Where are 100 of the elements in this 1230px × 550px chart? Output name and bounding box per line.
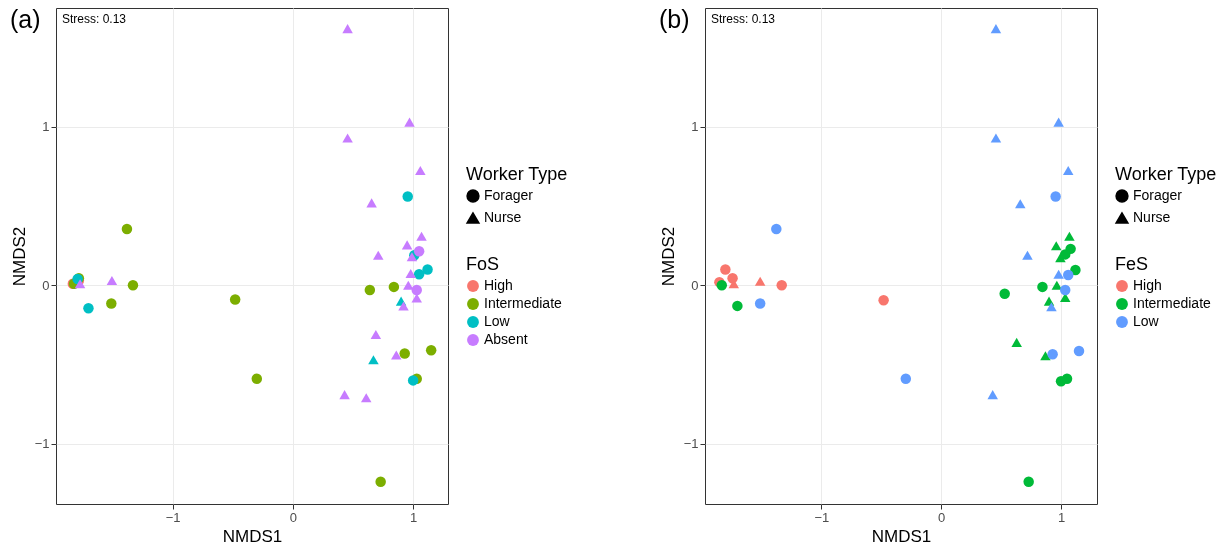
text: Nurse xyxy=(1133,209,1171,225)
point xyxy=(1061,373,1073,385)
point xyxy=(987,390,998,400)
point xyxy=(402,191,413,202)
text: Worker Type xyxy=(466,164,568,184)
x-axis-title: NMDS1 xyxy=(871,526,932,546)
point xyxy=(391,350,402,360)
point xyxy=(1040,351,1051,361)
legend-label: Intermediate xyxy=(1133,295,1212,311)
point xyxy=(754,298,766,309)
point xyxy=(1062,165,1074,175)
legend-label: Low xyxy=(1133,313,1160,329)
y-tick-label: −1 xyxy=(683,436,699,452)
point xyxy=(229,294,241,305)
point xyxy=(1070,264,1081,276)
point xyxy=(413,268,425,280)
point xyxy=(990,133,1002,143)
point xyxy=(1055,253,1066,263)
legend-label: Intermediate xyxy=(484,295,563,311)
point xyxy=(1023,476,1034,488)
point xyxy=(1059,284,1071,296)
point xyxy=(999,288,1010,299)
point xyxy=(1047,349,1058,360)
point xyxy=(878,294,889,306)
point xyxy=(1011,337,1022,347)
point xyxy=(373,250,384,260)
annotation: Stress: 0.13 xyxy=(711,12,776,26)
y-tick-label: 1 xyxy=(42,119,50,135)
y-tick-label: −1 xyxy=(34,436,50,452)
point xyxy=(106,298,117,309)
point xyxy=(407,375,419,386)
point xyxy=(1053,117,1064,127)
point xyxy=(1053,269,1064,279)
point xyxy=(375,476,386,488)
point xyxy=(1073,345,1085,357)
point xyxy=(900,373,912,385)
point xyxy=(251,373,263,385)
legend-label: High xyxy=(484,277,513,293)
point xyxy=(425,345,437,356)
point xyxy=(1037,281,1048,293)
point xyxy=(121,223,133,235)
point xyxy=(732,300,743,312)
point xyxy=(415,165,426,175)
chart-title: (b) xyxy=(659,5,690,33)
point xyxy=(1015,199,1026,209)
chart-title: (a) xyxy=(10,5,41,33)
point xyxy=(1062,269,1074,281)
point xyxy=(388,281,400,293)
text: Nurse xyxy=(484,209,522,225)
legend-title: FeS xyxy=(1115,254,1149,274)
y-tick-label: 0 xyxy=(42,277,50,293)
x-tick-label: −1 xyxy=(165,509,181,525)
point xyxy=(127,280,139,291)
x-tick-label: 1 xyxy=(410,509,418,525)
point xyxy=(416,231,427,241)
point xyxy=(1022,250,1033,260)
text: Worker Type xyxy=(1115,164,1217,184)
y-axis-title: NMDS2 xyxy=(658,226,678,287)
point xyxy=(83,303,94,314)
point xyxy=(720,264,731,275)
text: Forager xyxy=(1133,187,1183,203)
point xyxy=(370,329,382,339)
y-axis-title: NMDS2 xyxy=(9,226,29,287)
point xyxy=(364,284,376,296)
point xyxy=(1064,231,1075,241)
point xyxy=(403,280,414,290)
x-tick-label: 0 xyxy=(289,509,297,525)
point xyxy=(339,390,350,400)
legend-label: Absent xyxy=(484,331,528,347)
text: Forager xyxy=(484,187,534,203)
point xyxy=(401,240,413,250)
point xyxy=(399,348,410,359)
point xyxy=(771,223,782,235)
point xyxy=(1050,191,1061,202)
legend-title: FoS xyxy=(466,254,500,274)
point xyxy=(360,393,372,403)
point xyxy=(404,117,415,127)
point xyxy=(398,301,409,311)
y-tick-label: 1 xyxy=(691,119,699,135)
point xyxy=(342,133,353,143)
x-tick-label: 1 xyxy=(1057,509,1066,525)
annotation: Stress: 0.13 xyxy=(62,12,127,26)
point xyxy=(411,284,422,296)
point xyxy=(106,276,118,286)
point xyxy=(754,276,766,286)
point xyxy=(405,268,416,278)
y-tick-label: 0 xyxy=(691,277,699,293)
point xyxy=(990,24,1002,34)
point xyxy=(776,280,787,291)
point xyxy=(74,279,86,289)
x-axis-title: NMDS1 xyxy=(222,526,283,546)
point xyxy=(1051,241,1062,251)
legend-label: High xyxy=(1133,277,1162,293)
point xyxy=(342,24,353,34)
x-tick-label: 0 xyxy=(938,509,946,525)
x-tick-label: −1 xyxy=(814,509,830,525)
point xyxy=(422,264,433,275)
point xyxy=(1046,302,1057,312)
legend-label: Low xyxy=(484,313,511,329)
point xyxy=(368,355,379,365)
